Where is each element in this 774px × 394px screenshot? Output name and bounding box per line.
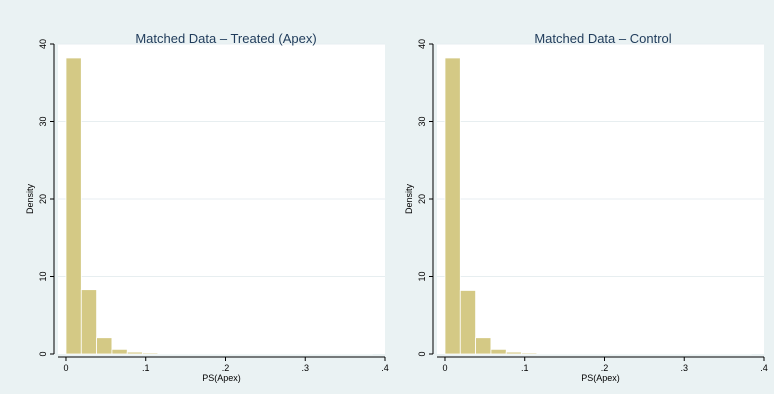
y-tick-label: 10 bbox=[38, 271, 48, 281]
y-tick-label: 30 bbox=[417, 116, 427, 126]
x-axis-label: PS(Apex) bbox=[581, 373, 620, 383]
histogram-bar bbox=[490, 348, 507, 355]
histogram-bar bbox=[536, 352, 553, 355]
histogram-bar bbox=[459, 290, 477, 355]
chart-title: Matched Data – Control bbox=[534, 31, 671, 46]
histogram-bar bbox=[80, 289, 98, 355]
y-tick-label: 10 bbox=[417, 271, 427, 281]
chart-title: Matched Data – Treated (Apex) bbox=[135, 31, 316, 46]
histogram-bar bbox=[521, 352, 538, 355]
x-axis-label: PS(Apex) bbox=[202, 373, 241, 383]
y-tick-label: 30 bbox=[38, 116, 48, 126]
y-axis-label: Density bbox=[404, 183, 414, 214]
x-tick-label: 0 bbox=[63, 363, 68, 373]
histogram-bar bbox=[111, 348, 128, 355]
histogram-bar bbox=[505, 351, 522, 355]
y-tick-label: 20 bbox=[417, 194, 427, 204]
histogram-bar bbox=[444, 57, 461, 355]
panel-treated: 0 10 20 30 40 0 .1 .2 .3 .4 PS(Apex) Density Matched… bbox=[25, 31, 389, 383]
y-tick-label: 20 bbox=[38, 194, 48, 204]
y-tick-label: 0 bbox=[38, 351, 48, 356]
y-tick-label: 40 bbox=[417, 39, 427, 49]
x-tick-label: .2 bbox=[601, 363, 609, 373]
x-tick-label: .4 bbox=[381, 363, 389, 373]
x-tick-label: .3 bbox=[680, 363, 688, 373]
x-tick-label: .1 bbox=[142, 363, 150, 373]
histogram-bar bbox=[157, 352, 174, 355]
x-tick-label: .1 bbox=[521, 363, 529, 373]
panel-control: 0 10 20 30 40 0 .1 .2 .3 .4 PS(Apex) Density Matched… bbox=[404, 31, 768, 383]
x-tick-label: .4 bbox=[760, 363, 768, 373]
histogram-bar bbox=[126, 351, 143, 355]
y-tick-label: 40 bbox=[38, 39, 48, 49]
histogram-bar bbox=[142, 352, 159, 355]
histogram-bar bbox=[475, 337, 492, 355]
x-tick-label: 0 bbox=[442, 363, 447, 373]
x-tick-label: .3 bbox=[301, 363, 309, 373]
y-axis-label: Density bbox=[25, 183, 35, 214]
histogram-bar bbox=[96, 337, 113, 355]
histogram-bar bbox=[65, 57, 82, 355]
y-tick-label: 0 bbox=[417, 351, 427, 356]
x-tick-label: .2 bbox=[222, 363, 230, 373]
